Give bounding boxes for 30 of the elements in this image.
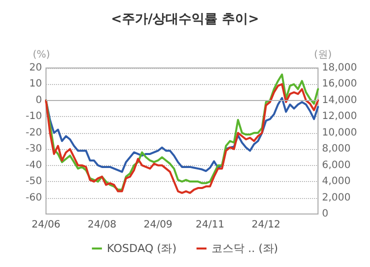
y-tick-label: 10 bbox=[29, 78, 42, 90]
legend-label: KOSDAQ (좌) bbox=[106, 242, 177, 255]
y2-tick-label: 6,000 bbox=[322, 160, 351, 171]
y-tick-label: -60 bbox=[26, 192, 42, 204]
y2-tick-label: 14,000 bbox=[322, 94, 357, 106]
y2-tick-label: 18,000 bbox=[322, 62, 357, 74]
y2-tick-label: 10,000 bbox=[322, 127, 357, 138]
y-tick-label: 20 bbox=[29, 62, 42, 74]
y2-tick-label: 4,000 bbox=[322, 176, 351, 188]
y2-tick-label: 16,000 bbox=[322, 78, 357, 90]
y-tick-label: 0 bbox=[36, 94, 42, 106]
y2-axis-title: (원) bbox=[314, 50, 332, 60]
x-tick-label: 24/08 bbox=[88, 220, 116, 230]
y-tick-label: -30 bbox=[26, 144, 42, 155]
y-tick-label: -20 bbox=[26, 127, 42, 138]
y2-tick-label: 0 bbox=[322, 208, 328, 220]
x-tick-label: 24/06 bbox=[32, 220, 60, 230]
x-tick-label: 24/12 bbox=[252, 220, 280, 230]
line-series bbox=[45, 97, 319, 173]
y2-tick-label: 12,000 bbox=[322, 111, 357, 122]
y-axis-title: (%) bbox=[32, 50, 50, 60]
chart-title: <주가/상대수익률 추이> bbox=[110, 12, 260, 27]
x-tick-label: 24/11 bbox=[196, 220, 224, 230]
y2-tick-label: 2,000 bbox=[322, 192, 351, 204]
y-tick-label: -10 bbox=[26, 111, 42, 122]
y-tick-label: -40 bbox=[26, 160, 42, 171]
y2-tick-label: 8,000 bbox=[322, 144, 351, 155]
y-tick-label: -50 bbox=[26, 176, 42, 188]
x-tick-label: 24/09 bbox=[144, 220, 172, 230]
legend-label: 코스닥 .. (좌) bbox=[212, 242, 278, 255]
